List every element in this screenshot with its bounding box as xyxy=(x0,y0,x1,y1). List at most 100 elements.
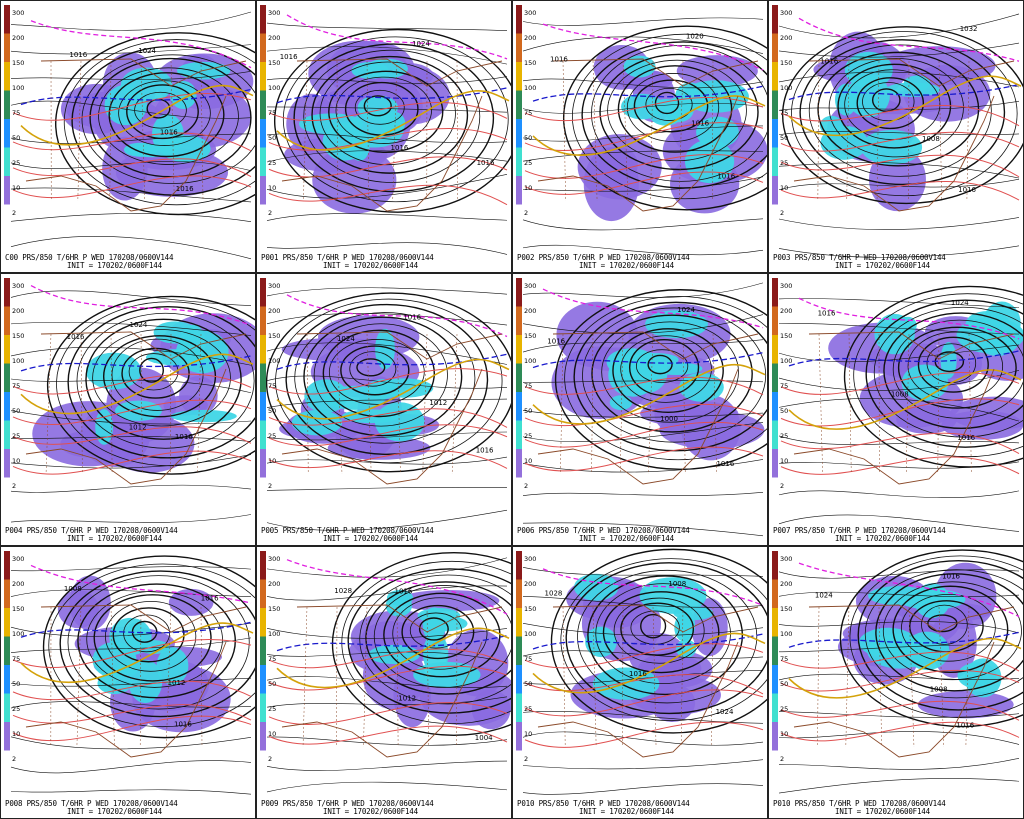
ensemble-panel-p005: 1024 1016 1012 1016 300 200 150 100 75 50 25 10 2 P00… xyxy=(256,273,512,546)
isobar-line xyxy=(266,431,508,441)
colorbar-tick-label: 25 xyxy=(268,705,277,713)
isobar-line xyxy=(778,370,1020,391)
precip-colorbar xyxy=(4,551,10,779)
warm-isotherm xyxy=(780,104,1020,127)
precip-colorbar xyxy=(772,278,778,506)
isobar-line xyxy=(42,555,255,739)
isobar-line xyxy=(10,677,252,687)
coastline xyxy=(793,368,995,485)
isobar-line xyxy=(522,567,764,577)
warm-isotherm xyxy=(268,102,508,122)
warm-isotherm xyxy=(12,680,252,701)
forecast-map: 1016 1024 1008 1016 xyxy=(778,285,1023,532)
precip-area-heavy xyxy=(819,115,844,136)
precip-area-light xyxy=(168,588,214,616)
warm-isotherm xyxy=(268,665,508,691)
isobar-line xyxy=(522,783,764,795)
colorbar-tick-label: 150 xyxy=(780,605,793,613)
isobar-line xyxy=(86,590,223,688)
isobar-line xyxy=(266,150,508,163)
isobar-line xyxy=(778,621,1020,634)
colorbar-tick-label: 25 xyxy=(780,159,789,167)
colorbar-tick-label: 50 xyxy=(12,407,21,415)
cold-isotherm xyxy=(20,355,252,372)
isobar-label: 1024 xyxy=(412,40,430,48)
isobar-line xyxy=(522,339,764,353)
isobar-line xyxy=(10,484,252,493)
precip-colorbar xyxy=(260,551,266,779)
panel-caption: P007 PRS/850 T/6HR P WED 170208/0600V144… xyxy=(773,527,1023,543)
isobar-label: 1016 xyxy=(403,314,421,322)
precip-area-light xyxy=(640,400,739,427)
isobar-label: 1008 xyxy=(668,580,686,588)
colorbar-tick-label: 200 xyxy=(524,580,537,588)
isobar-line xyxy=(363,95,392,117)
isobar-line xyxy=(266,287,508,297)
isobar-line xyxy=(10,736,252,750)
warm-isotherm xyxy=(268,648,508,669)
warm-isotherm xyxy=(780,432,1020,455)
precip-area-light xyxy=(917,690,1014,719)
border-line xyxy=(817,60,820,202)
isobar-line xyxy=(10,589,252,597)
isobar-line xyxy=(522,759,764,770)
thickness-line xyxy=(798,297,1020,340)
isobar-line xyxy=(522,218,764,231)
cold-isotherm xyxy=(532,633,764,650)
precip-shield xyxy=(828,301,1023,440)
isobar-label: 1016 xyxy=(174,721,192,729)
isobar-line xyxy=(63,39,255,206)
border-line xyxy=(592,606,597,748)
colorbar-tick-label: 50 xyxy=(268,134,277,142)
isobar-label: 1016 xyxy=(280,53,298,61)
panel-caption: P002 PRS/850 T/6HR P WED 170208/0600V144… xyxy=(517,254,767,270)
ensemble-panel-p008: 1008 1016 1012 1016 300 200 150 100 75 50 25 10 2 P00… xyxy=(0,546,256,819)
isobar-line xyxy=(266,342,508,365)
precip-area-heavy xyxy=(125,622,145,649)
colorbar-tick-label: 100 xyxy=(268,84,281,92)
warm-isotherm xyxy=(268,424,508,447)
precip-area-heavy xyxy=(423,632,449,676)
state-borders xyxy=(25,331,247,485)
isobar-line xyxy=(266,46,508,65)
isobar-line xyxy=(266,375,508,389)
isobar-line xyxy=(522,650,764,659)
isobar-line xyxy=(85,318,242,440)
isobar-line xyxy=(303,316,463,437)
panel-caption: P001 PRS/850 T/6HR P WED 170208/0600V144… xyxy=(261,254,511,270)
colorbar-tick-label: 150 xyxy=(524,332,537,340)
colorbar-tick-label: 2 xyxy=(12,482,17,490)
isobar-line xyxy=(778,490,1020,498)
colorbar-tick-label: 300 xyxy=(524,282,537,290)
state-borders xyxy=(537,58,759,212)
border-line xyxy=(336,333,343,475)
isobar-label: 1024 xyxy=(951,299,969,307)
colorbar-tick-label: 200 xyxy=(12,34,25,42)
init-line: INIT = 170202/0600F144 xyxy=(579,807,674,816)
coastline xyxy=(281,641,483,758)
temperature-contours xyxy=(780,297,1022,475)
isobar-line xyxy=(266,76,508,84)
colorbar-tick-label: 50 xyxy=(524,407,533,415)
colorbar-tick-label: 50 xyxy=(780,134,789,142)
warm-isotherm xyxy=(780,721,1020,742)
colorbar-tick-label: 2 xyxy=(268,209,273,217)
forecast-map: 1024 1016 1012 1016 xyxy=(265,287,511,531)
freezing-line xyxy=(276,627,510,689)
isobar-line xyxy=(875,573,1023,692)
isobar-line xyxy=(266,781,508,793)
freezing-line xyxy=(276,358,510,420)
isobar-line xyxy=(778,13,1020,39)
init-line: INIT = 170202/0600F144 xyxy=(835,807,930,816)
ensemble-panel-p007: 1016 1024 1008 1016 300 200 150 100 75 50 25 10 2 P00… xyxy=(768,273,1024,546)
colorbar-tick-label: 25 xyxy=(12,432,21,440)
isobars xyxy=(522,548,767,795)
warm-isotherm xyxy=(12,426,252,445)
colorbar-tick-label: 50 xyxy=(12,680,21,688)
precip-colorbar xyxy=(772,5,778,233)
isobar-line xyxy=(266,760,508,771)
isobar-label: 1016 xyxy=(818,310,836,318)
isobar-line xyxy=(635,349,689,383)
coastline xyxy=(793,641,995,758)
